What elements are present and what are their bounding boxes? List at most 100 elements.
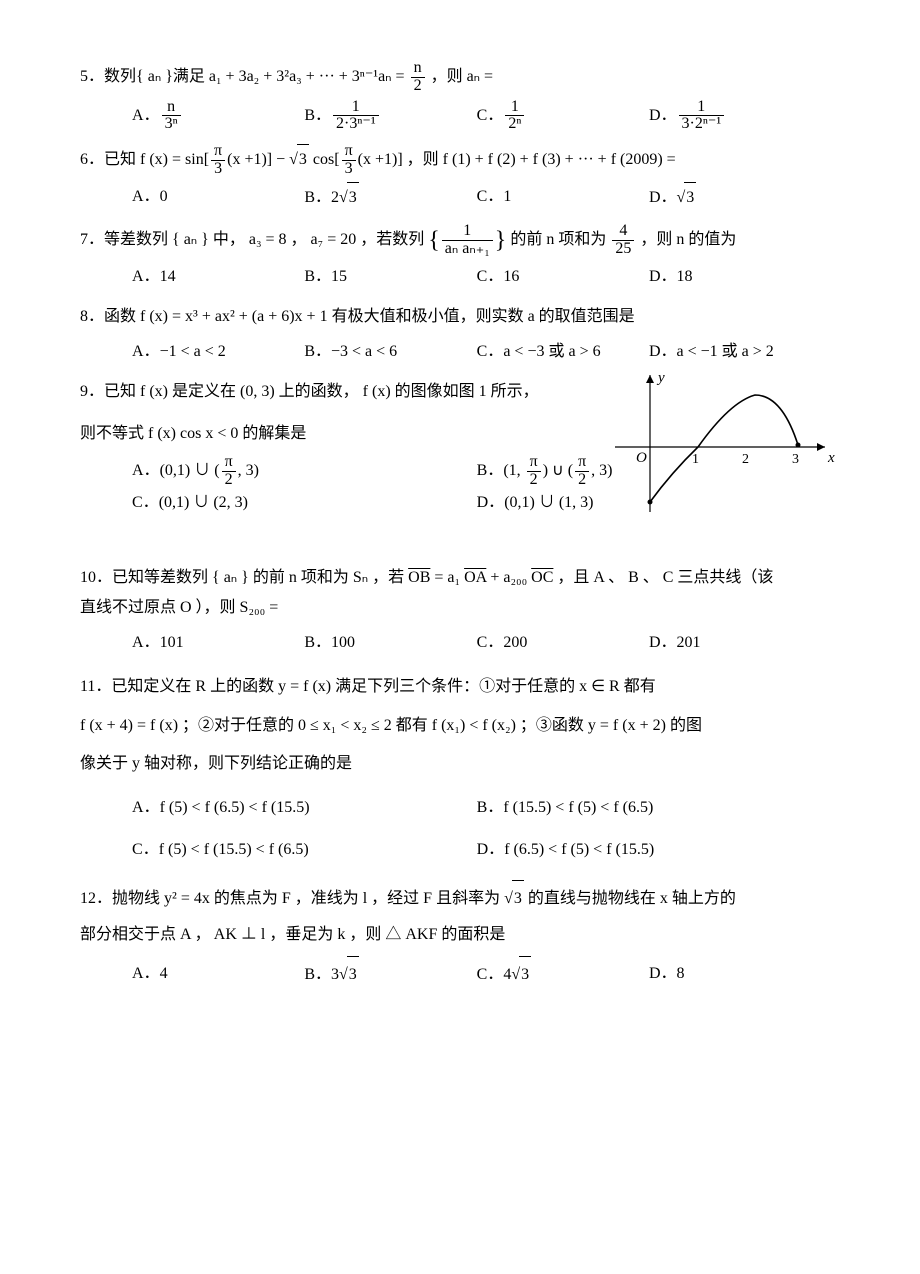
text: , 3) <box>238 462 259 479</box>
option-C: C．1 <box>477 182 649 213</box>
stem: 8．函数 f (x) = x³ + ax² + (a + 6)x + 1 有极大… <box>80 302 850 332</box>
sqrt-arg: 3 <box>519 956 531 992</box>
den: 2 <box>575 472 589 489</box>
q-number: 9 <box>80 383 88 400</box>
fraction: π2 <box>527 454 541 489</box>
text: (1, <box>503 462 524 479</box>
text: 数列 <box>104 68 136 85</box>
fraction: 13·2ⁿ⁻¹ <box>679 99 725 134</box>
curve <box>650 395 798 502</box>
text: 1 <box>503 188 511 205</box>
options: A．101 B．100 C．200 D．201 <box>80 628 850 658</box>
text: 16 <box>503 268 519 285</box>
option-C: C．200 <box>477 628 649 658</box>
text: −3 < a < 6 <box>331 343 397 360</box>
question-7: 7．等差数列 { aₙ } 中， a₃ = 8 ， a₇ = 20 ，若数列 {… <box>80 223 850 292</box>
option-D: D．8 <box>649 956 821 992</box>
option-D: D．13·2ⁿ⁻¹ <box>649 99 821 134</box>
option-D: D．a < −1 或 a > 2 <box>649 337 821 367</box>
option-C: C．43 <box>477 956 649 992</box>
y-label: y <box>656 370 665 386</box>
fraction: 12·3ⁿ⁻¹ <box>333 99 379 134</box>
fraction: n3ⁿ <box>162 99 181 134</box>
option-B: B．23 <box>304 182 476 213</box>
options: A．14 B．15 C．16 D．18 <box>80 262 850 292</box>
text: 满足 a₁ + 3a₂ + 3²a₃ + ··· + 3ⁿ⁻¹aₙ = <box>173 68 409 85</box>
sqrt-arg: 3 <box>347 956 359 992</box>
option-A: A．(0,1) ∪ (π2, 3) <box>132 454 477 489</box>
fraction: 12ⁿ <box>505 99 524 134</box>
stem-line2: 直线不过原点 O ），则 S₂₀₀ = <box>80 593 850 623</box>
question-11: 11．已知定义在 R 上的函数 y = f (x) 满足下列三个条件：①对于任意… <box>80 668 850 870</box>
q-number: 7 <box>80 231 88 248</box>
options: A．f (5) < f (6.5) < f (15.5) B．f (15.5) … <box>80 787 850 870</box>
stem-line1: 10．已知等差数列 { aₙ } 的前 n 项和为 Sₙ ，若 OB = a₁ … <box>80 563 850 593</box>
arrow-icon <box>646 375 654 383</box>
text: (x +1)] − <box>227 151 289 168</box>
option-A: A．n3ⁿ <box>132 99 304 134</box>
stem: 6．已知 f (x) = sin[π3(x +1)] − 3 cos[π3(x … <box>80 143 850 178</box>
vector: OB <box>408 569 430 586</box>
stem-line3: 像关于 y 轴对称，则下列结论正确的是 <box>80 745 850 783</box>
option-A: A．4 <box>132 956 304 992</box>
num: n <box>162 99 181 117</box>
vector: OC <box>531 569 553 586</box>
tick-label: 3 <box>792 452 799 467</box>
fraction: π2 <box>222 454 236 489</box>
options: A．4 B．33 C．43 D．8 <box>80 956 850 992</box>
text: −1 < a < 2 <box>160 343 226 360</box>
text: 0 <box>160 188 168 205</box>
q-number: 6 <box>80 151 88 168</box>
text: 等差数列 { aₙ } 中， a₃ = 8 ， a₇ = 20 ，若数列 <box>104 231 428 248</box>
option-C: C．a < −3 或 a > 6 <box>477 337 649 367</box>
fraction: π3 <box>342 143 356 178</box>
text: 8 <box>677 965 685 982</box>
num: π <box>575 454 589 472</box>
stem-line2: f (x + 4) = f (x) ；②对于任意的 0 ≤ x₁ < x₂ ≤ … <box>80 707 850 745</box>
text: f (5) < f (15.5) < f (6.5) <box>159 841 309 858</box>
fraction: n2 <box>411 60 425 95</box>
den: 2·3ⁿ⁻¹ <box>333 116 379 133</box>
sqrt-arg: 3 <box>347 182 359 213</box>
text: { aₙ } <box>136 68 173 85</box>
options: A．0 B．23 C．1 D．3 <box>80 182 850 213</box>
fraction: π3 <box>211 143 225 178</box>
text: f (15.5) < f (5) < f (6.5) <box>503 799 653 816</box>
den: aₙ aₙ₊₁ <box>442 241 493 258</box>
question-8: 8．函数 f (x) = x³ + ax² + (a + 6)x + 1 有极大… <box>80 302 850 367</box>
text: (0,1) ∪ (1, 3) <box>504 494 593 511</box>
num: 1 <box>442 223 493 241</box>
option-C: C．16 <box>477 262 649 292</box>
text: 已知定义在 R 上的函数 y = f (x) 满足下列三个条件：①对于任意的 x… <box>111 678 655 695</box>
text: 2 <box>331 189 339 206</box>
text: 的前 n 项和为 <box>506 231 610 248</box>
question-6: 6．已知 f (x) = sin[π3(x +1)] − 3 cos[π3(x … <box>80 143 850 213</box>
options: A．−1 < a < 2 B．−3 < a < 6 C．a < −3 或 a >… <box>80 337 850 367</box>
fraction: 1aₙ aₙ₊₁ <box>442 223 493 258</box>
arrow-icon <box>817 443 825 451</box>
option-A: A．f (5) < f (6.5) < f (15.5) <box>132 787 477 829</box>
text: 已知 f (x) = sin[ <box>104 151 209 168</box>
num: π <box>342 143 356 161</box>
q-number: 5 <box>80 68 88 85</box>
question-5: 5．数列{ aₙ }满足 a₁ + 3a₂ + 3²a₃ + ··· + 3ⁿ⁻… <box>80 60 850 133</box>
question-12: 12．抛物线 y² = 4x 的焦点为 F ，准线为 l ，经过 F 且斜率为 … <box>80 880 850 992</box>
text: = a₁ <box>430 569 464 586</box>
brace-icon: } <box>495 227 507 253</box>
text: 200 <box>503 634 527 651</box>
vector: OA <box>464 569 486 586</box>
stem-line2: 部分相交于点 A ， AK ⊥ l ，垂足为 k ，则 △ AKF 的面积是 <box>80 917 850 952</box>
text: 201 <box>677 634 701 651</box>
num: π <box>222 454 236 472</box>
num: π <box>211 143 225 161</box>
question-10: 10．已知等差数列 { aₙ } 的前 n 项和为 Sₙ ，若 OB = a₁ … <box>80 563 850 658</box>
option-C: C．12ⁿ <box>477 99 649 134</box>
text: 18 <box>677 268 693 285</box>
text: (x +1)] ，则 f (1) + f (2) + f (3) + ··· +… <box>358 151 676 168</box>
options: A．n3ⁿ B．12·3ⁿ⁻¹ C．12ⁿ D．13·2ⁿ⁻¹ <box>80 99 850 134</box>
den: 3 <box>211 161 225 178</box>
text: ，且 A 、 B 、 C 三点共线（该 <box>553 569 773 586</box>
text: f (6.5) < f (5) < f (15.5) <box>504 841 654 858</box>
num: π <box>527 454 541 472</box>
den: 3ⁿ <box>162 116 181 133</box>
